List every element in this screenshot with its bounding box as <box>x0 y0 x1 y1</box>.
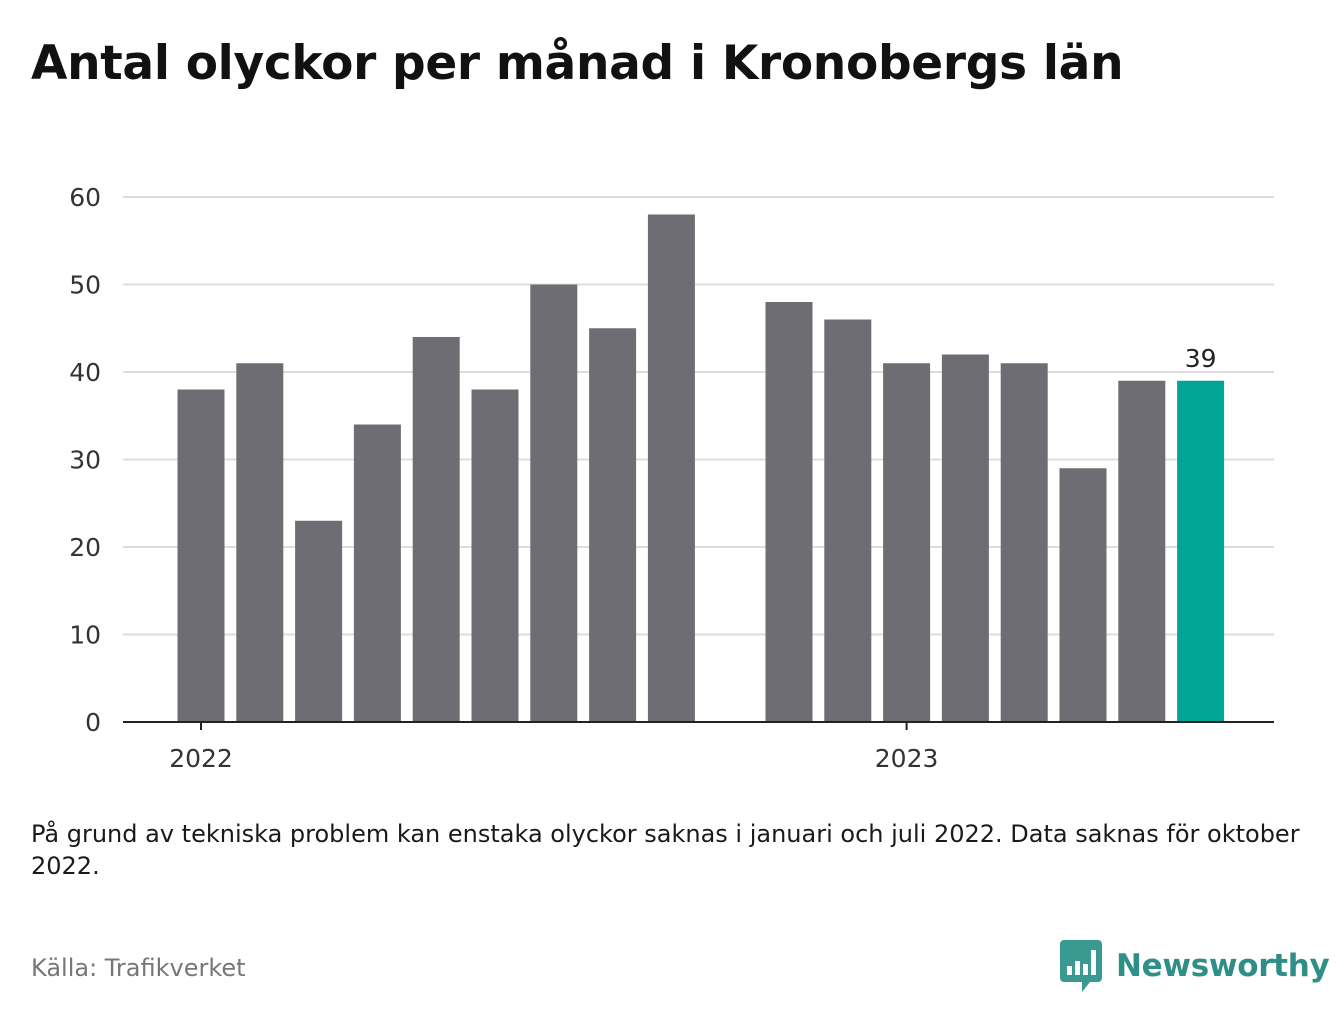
bar <box>412 337 460 722</box>
bar <box>589 328 637 722</box>
axes <box>123 721 1274 730</box>
bar <box>530 284 578 722</box>
bar <box>471 389 519 722</box>
bar-chart: 0 10 20 30 40 50 60 39 2022 2023 <box>69 183 1274 773</box>
y-tick-label: 0 <box>85 708 101 737</box>
bar <box>353 424 401 722</box>
newsworthy-logo: Newsworthy <box>1060 940 1330 992</box>
y-tick-label: 50 <box>69 271 101 300</box>
y-tick-label: 40 <box>69 358 101 387</box>
bar <box>883 363 931 722</box>
newsworthy-logo-icon <box>1060 940 1102 992</box>
source-credit: Källa: Trafikverket <box>31 954 246 982</box>
bar <box>765 302 813 722</box>
bar <box>1118 380 1166 722</box>
bar <box>824 319 872 722</box>
bars <box>177 214 1225 722</box>
bar <box>941 354 989 722</box>
bar <box>295 520 343 722</box>
axis-labels: 0 10 20 30 40 50 60 39 2022 2023 <box>69 183 1216 773</box>
bar <box>1059 468 1107 722</box>
bar <box>236 363 284 722</box>
x-tick-label: 2022 <box>169 744 233 773</box>
bar <box>647 214 695 722</box>
y-tick-label: 20 <box>69 533 101 562</box>
y-tick-label: 30 <box>69 446 101 475</box>
bar <box>177 389 225 722</box>
brand-name: Newsworthy <box>1116 948 1330 984</box>
bar-highlight <box>1177 380 1225 722</box>
x-tick-label: 2023 <box>875 744 939 773</box>
y-tick-label: 60 <box>69 183 101 212</box>
chart-footnote: På grund av tekniska problem kan enstaka… <box>31 820 1300 881</box>
y-tick-label: 10 <box>69 621 101 650</box>
chart-title: Antal olyckor per månad i Kronobergs län <box>31 36 1124 91</box>
data-label: 39 <box>1185 344 1217 373</box>
bar <box>1000 363 1048 722</box>
